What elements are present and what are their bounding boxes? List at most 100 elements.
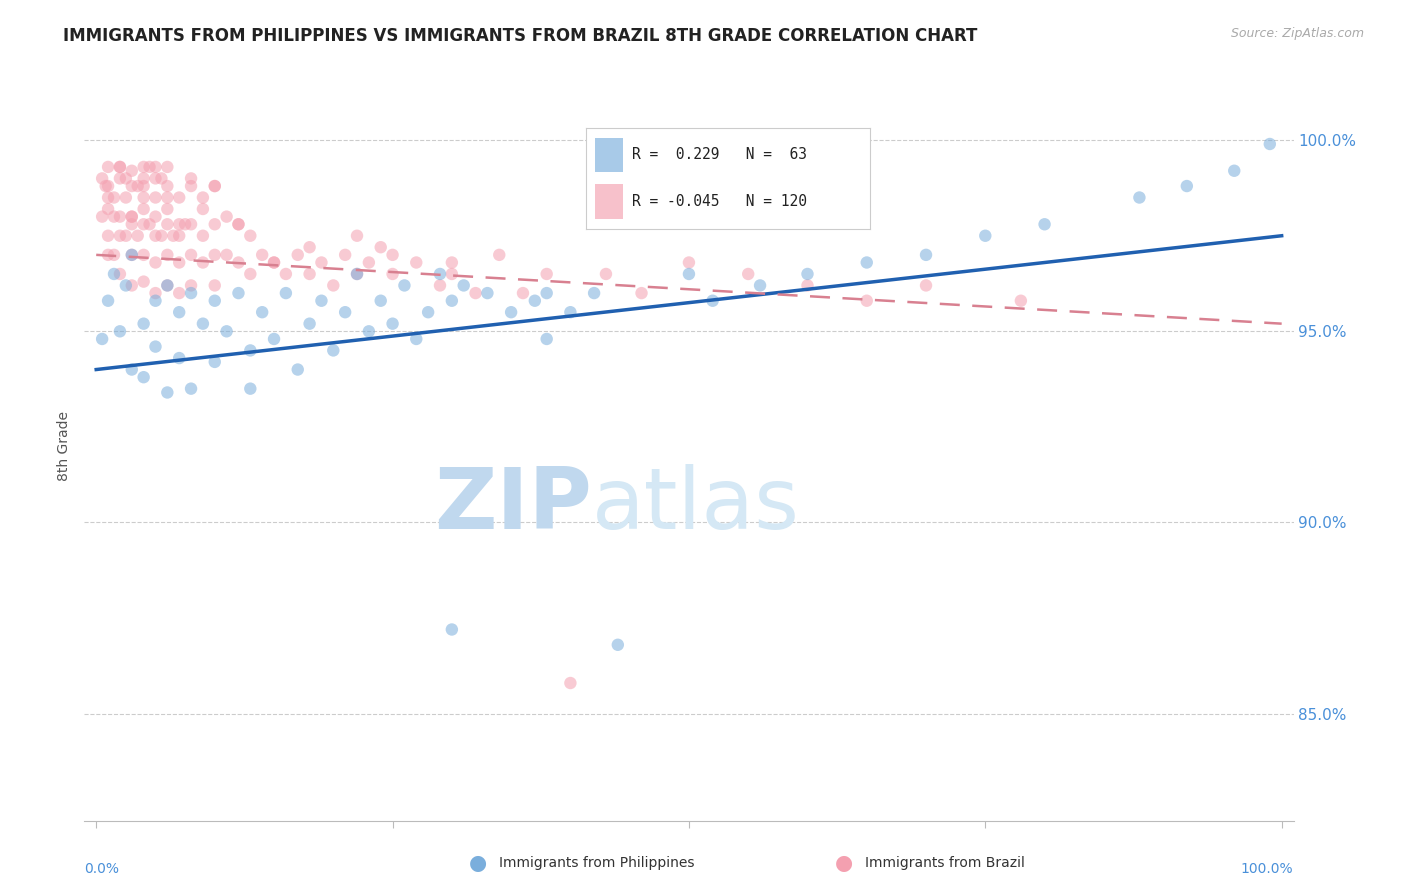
Point bbox=[180, 382, 202, 396]
Point bbox=[1258, 136, 1281, 151]
Point bbox=[678, 255, 700, 269]
Point bbox=[156, 248, 179, 262]
Point bbox=[121, 248, 143, 262]
Point bbox=[132, 248, 155, 262]
Point bbox=[298, 267, 321, 281]
Point bbox=[145, 160, 167, 174]
Point bbox=[228, 255, 250, 269]
Point bbox=[108, 324, 131, 338]
Point bbox=[523, 293, 546, 308]
Point bbox=[121, 210, 143, 224]
Point bbox=[1128, 190, 1150, 204]
Point bbox=[180, 278, 202, 293]
Point bbox=[180, 286, 202, 301]
Point bbox=[103, 190, 125, 204]
Point bbox=[108, 160, 131, 174]
Text: Immigrants from Philippines: Immigrants from Philippines bbox=[499, 856, 695, 871]
Point bbox=[702, 293, 724, 308]
Point bbox=[167, 190, 190, 204]
Point bbox=[132, 317, 155, 331]
Point bbox=[346, 267, 368, 281]
Point bbox=[274, 286, 297, 301]
Point bbox=[678, 267, 700, 281]
Point bbox=[91, 332, 114, 346]
Point bbox=[97, 179, 120, 194]
Point bbox=[370, 293, 392, 308]
Point bbox=[191, 255, 214, 269]
Point bbox=[132, 179, 155, 194]
Point bbox=[346, 228, 368, 243]
Point bbox=[103, 210, 125, 224]
Point bbox=[132, 160, 155, 174]
Point bbox=[121, 362, 143, 376]
Point bbox=[322, 343, 344, 358]
Point bbox=[250, 305, 273, 319]
Point bbox=[115, 190, 138, 204]
Point bbox=[440, 255, 463, 269]
Text: IMMIGRANTS FROM PHILIPPINES VS IMMIGRANTS FROM BRAZIL 8TH GRADE CORRELATION CHAR: IMMIGRANTS FROM PHILIPPINES VS IMMIGRANT… bbox=[63, 27, 977, 45]
Point bbox=[322, 278, 344, 293]
Point bbox=[145, 293, 167, 308]
Point bbox=[311, 293, 333, 308]
Point bbox=[108, 228, 131, 243]
Point bbox=[536, 286, 558, 301]
Point bbox=[215, 210, 238, 224]
Point bbox=[357, 324, 380, 338]
Point bbox=[132, 190, 155, 204]
Point bbox=[145, 255, 167, 269]
Point bbox=[1010, 293, 1032, 308]
Point bbox=[91, 171, 114, 186]
Point bbox=[156, 385, 179, 400]
Point bbox=[630, 286, 652, 301]
Point bbox=[215, 324, 238, 338]
Point bbox=[103, 248, 125, 262]
Point bbox=[239, 267, 262, 281]
Point bbox=[156, 160, 179, 174]
Point bbox=[239, 228, 262, 243]
Point bbox=[381, 267, 404, 281]
Point bbox=[1033, 217, 1056, 231]
Point bbox=[370, 240, 392, 254]
Point bbox=[204, 248, 226, 262]
Point bbox=[381, 248, 404, 262]
Point bbox=[138, 217, 160, 231]
Text: 0.0%: 0.0% bbox=[84, 862, 120, 876]
Point bbox=[429, 267, 451, 281]
Y-axis label: 8th Grade: 8th Grade bbox=[58, 411, 72, 481]
Point bbox=[115, 228, 138, 243]
Point bbox=[97, 293, 120, 308]
Point bbox=[121, 210, 143, 224]
Point bbox=[464, 286, 486, 301]
Point bbox=[263, 332, 285, 346]
Point bbox=[145, 340, 167, 354]
Point bbox=[97, 160, 120, 174]
Point bbox=[488, 248, 510, 262]
Point bbox=[1175, 179, 1198, 194]
Point bbox=[156, 278, 179, 293]
Point bbox=[1223, 163, 1246, 178]
Point bbox=[915, 278, 938, 293]
Point bbox=[228, 217, 250, 231]
Point bbox=[191, 202, 214, 216]
Point bbox=[418, 305, 440, 319]
Point bbox=[429, 278, 451, 293]
Point bbox=[796, 267, 818, 281]
Point bbox=[121, 248, 143, 262]
Point bbox=[749, 278, 772, 293]
Point bbox=[512, 286, 534, 301]
Point bbox=[381, 317, 404, 331]
Point bbox=[204, 217, 226, 231]
Text: ●: ● bbox=[835, 854, 852, 873]
Point bbox=[298, 317, 321, 331]
Point bbox=[121, 217, 143, 231]
Text: atlas: atlas bbox=[592, 465, 800, 548]
Point bbox=[121, 179, 143, 194]
Point bbox=[121, 163, 143, 178]
Point bbox=[115, 278, 138, 293]
Point bbox=[174, 217, 197, 231]
Point bbox=[204, 355, 226, 369]
Point bbox=[855, 255, 877, 269]
Point bbox=[287, 248, 309, 262]
Point bbox=[167, 305, 190, 319]
Point bbox=[974, 228, 997, 243]
